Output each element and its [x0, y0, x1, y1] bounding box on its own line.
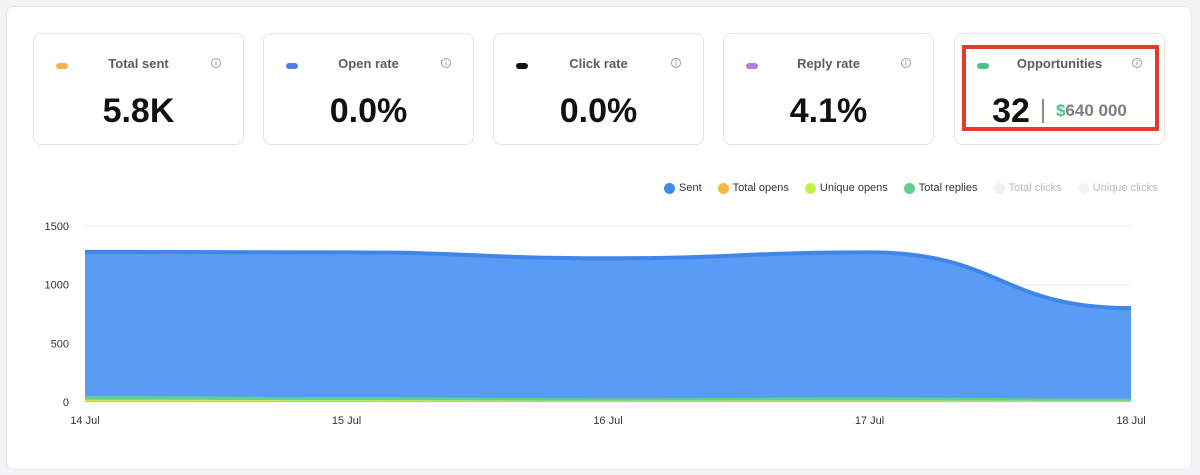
- area-series-total-opens: [85, 400, 1131, 402]
- legend-item-total-opens[interactable]: Total opens: [717, 182, 789, 194]
- legend-item-total-replies[interactable]: Total replies: [903, 182, 978, 194]
- stat-card-opportunities: Opportunities i 32 $640 000: [954, 33, 1165, 145]
- total-sent-color-pill: [56, 63, 68, 69]
- info-icon[interactable]: i: [671, 58, 681, 68]
- x-tick-label: 18 Jul: [1116, 415, 1145, 427]
- opportunities-amount: $640 000: [1056, 101, 1127, 120]
- stat-value: 5.8K: [102, 92, 175, 130]
- series-line-sent: [84, 249, 1132, 311]
- x-tick-label: 17 Jul: [855, 415, 884, 427]
- legend-label: Unique opens: [819, 182, 888, 194]
- legend-item-total-clicks[interactable]: Total clicks: [993, 182, 1062, 194]
- legend-label: Total clicks: [1008, 182, 1062, 194]
- opportunities-color-pill: [977, 63, 989, 69]
- stat-title: Open rate: [338, 56, 399, 71]
- y-tick-label: 500: [51, 338, 69, 350]
- chart-legend: Sent Total opens Unique opens Total repl…: [664, 180, 1174, 196]
- reply-rate-color-pill: [746, 63, 758, 69]
- legend-item-unique-opens[interactable]: Unique opens: [804, 182, 888, 194]
- legend-dot: [717, 182, 729, 194]
- stat-card-click-rate: Click rate i 0.0%: [493, 33, 704, 145]
- opportunities-value: 32 $640 000: [955, 91, 1164, 131]
- legend-item-sent[interactable]: Sent: [664, 182, 702, 194]
- legend-dot: [804, 182, 816, 194]
- chart-areas: [84, 249, 1132, 402]
- y-tick-label: 0: [63, 397, 69, 409]
- info-icon[interactable]: i: [211, 58, 221, 68]
- stat-title: Reply rate: [797, 56, 860, 71]
- legend-label: Total replies: [918, 182, 978, 194]
- stat-title: Click rate: [569, 56, 628, 71]
- legend-dot: [664, 182, 675, 194]
- stat-card-total-sent: Total sent i 5.8K: [33, 33, 244, 145]
- currency-symbol: $: [1055, 101, 1066, 120]
- open-rate-color-pill: [286, 63, 298, 69]
- stat-value: 4.1%: [789, 92, 868, 130]
- stat-title: Opportunities: [1016, 56, 1103, 71]
- stat-title: Total sent: [108, 56, 169, 71]
- y-tick-label: 1500: [45, 221, 69, 233]
- stat-value: 0.0%: [559, 92, 638, 130]
- info-icon[interactable]: i: [441, 58, 451, 68]
- amount-value: 640 000: [1065, 101, 1127, 120]
- x-tick-label: 14 Jul: [70, 415, 99, 427]
- info-icon[interactable]: i: [1132, 58, 1142, 68]
- legend-dot: [1077, 182, 1089, 194]
- value-separator: [1041, 99, 1044, 123]
- stat-value: 0.0%: [329, 92, 408, 130]
- click-rate-color-pill: [516, 63, 528, 69]
- x-tick-label: 15 Jul: [332, 415, 361, 427]
- info-icon[interactable]: i: [901, 58, 911, 68]
- opportunities-count: 32: [992, 92, 1030, 130]
- stat-card-open-rate: Open rate i 0.0%: [263, 33, 474, 145]
- y-tick-label: 1000: [45, 280, 69, 292]
- stat-card-reply-rate: Reply rate i 4.1%: [723, 33, 934, 145]
- legend-label: Sent: [679, 182, 702, 194]
- y-axis-labels: 0 500 1000 1500: [45, 221, 69, 409]
- legend-label: Unique clicks: [1092, 182, 1158, 194]
- legend-label: Total opens: [732, 182, 789, 194]
- legend-dot: [993, 182, 1005, 194]
- legend-item-unique-clicks[interactable]: Unique clicks: [1077, 182, 1158, 194]
- area-series-sent: [85, 251, 1131, 402]
- x-axis-labels: 14 Jul 15 Jul 16 Jul 17 Jul 18 Jul: [70, 415, 1145, 427]
- x-tick-label: 16 Jul: [593, 415, 622, 427]
- legend-dot: [903, 182, 915, 194]
- highlight-box: [962, 45, 1159, 131]
